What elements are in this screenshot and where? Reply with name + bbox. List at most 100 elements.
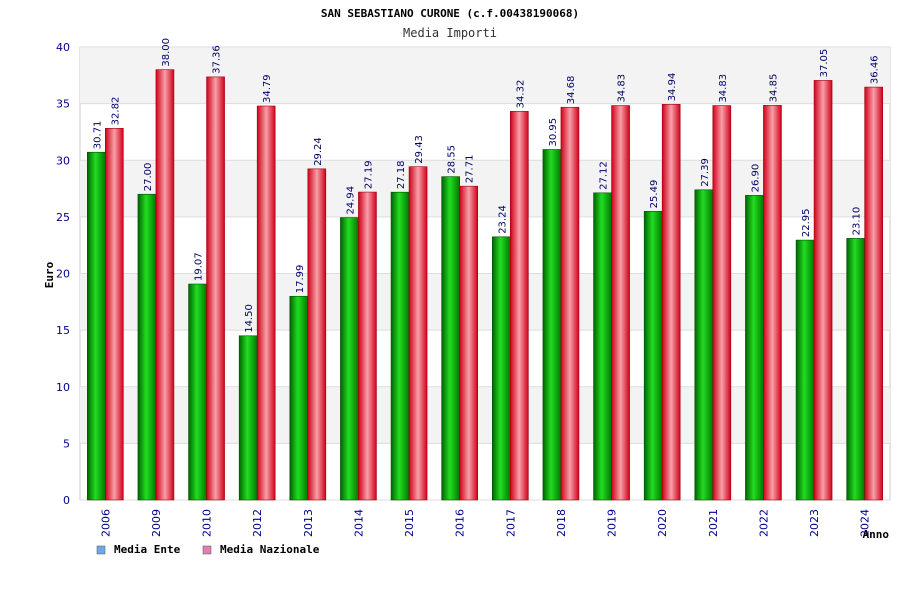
bar-value-label: 34.83: [617, 74, 628, 103]
bar-media-nazionale-2010: [206, 76, 225, 501]
bar-value-label: 23.10: [852, 207, 863, 236]
bar-value-label: 30.95: [548, 118, 559, 147]
bar-value-label: 25.49: [649, 180, 660, 209]
bar-media-ente-2017: [492, 236, 511, 501]
bar-media-nazionale-2018: [560, 106, 580, 501]
bar-media-ente-2016: [441, 176, 460, 501]
y-tick-label: 20: [56, 268, 70, 281]
bar-value-label: 27.12: [599, 161, 610, 190]
bar-value-label: 29.43: [414, 135, 425, 164]
y-tick-label: 5: [63, 437, 70, 450]
y-tick-label: 30: [56, 154, 70, 167]
bar-value-label: 34.32: [515, 80, 526, 109]
legend: Media Ente Media Nazionale: [96, 543, 320, 556]
y-tick-label: 15: [56, 324, 70, 337]
x-tick-label: 2022: [757, 509, 770, 537]
y-tick-label: 0: [63, 494, 70, 507]
x-axis: 2006 2009 2010 2012 2013 2014 2015 2016 2017 2018…: [99, 509, 871, 537]
bar-media-nazionale-2015: [408, 166, 428, 501]
bar-value-label: 24.94: [345, 186, 356, 215]
x-axis-label: Anno: [863, 528, 890, 541]
bar-media-ente-2010: [188, 283, 207, 501]
x-tick-label: 2015: [403, 509, 416, 537]
x-tick-label: 2021: [707, 509, 720, 537]
y-tick-label: 10: [56, 381, 70, 394]
x-tick-label: 2013: [302, 509, 315, 537]
bar-media-ente-2015: [390, 191, 410, 501]
bar-value-label: 27.71: [465, 155, 476, 184]
bar-value-label: 27.19: [363, 160, 374, 189]
bar-value-label: 19.07: [194, 252, 205, 281]
bar-media-nazionale-2024: [864, 86, 883, 501]
legend-label-media-nazionale: Media Nazionale: [220, 543, 320, 556]
bar-value-label: 27.00: [143, 163, 154, 192]
bar-value-label: 34.83: [718, 74, 729, 103]
bar-value-label: 34.94: [667, 73, 678, 102]
legend-swatch-media-ente: [96, 545, 106, 555]
x-tick-label: 2016: [454, 509, 467, 537]
bar-value-label: 38.00: [161, 38, 172, 67]
bar-media-nazionale-2016: [459, 185, 478, 501]
bars: 30.71 32.82 27.00 38.00 19.07 37.36 14.50 34.79…: [87, 38, 883, 501]
x-tick-label: 2017: [504, 509, 517, 537]
bar-value-label: 23.24: [497, 205, 508, 234]
bar-media-nazionale-2021: [712, 105, 732, 501]
bar-media-nazionale-2020: [661, 104, 681, 501]
bar-value-label: 17.99: [295, 265, 306, 294]
bar-media-nazionale-2017: [510, 111, 529, 501]
x-tick-label: 2023: [808, 509, 821, 537]
legend-swatch-media-nazionale: [202, 545, 212, 555]
legend-label-media-ente: Media Ente: [114, 543, 181, 556]
chart-subtitle: Media Importi: [403, 26, 497, 40]
bar-value-label: 22.95: [801, 208, 812, 237]
bar-media-ente-2018: [542, 149, 562, 501]
bar-media-nazionale-2012: [256, 105, 276, 501]
x-tick-label: 2006: [99, 509, 112, 537]
x-tick-label: 2012: [251, 509, 264, 537]
x-tick-label: 2019: [606, 509, 619, 537]
bar-media-nazionale-2006: [105, 128, 124, 501]
bar-media-ente-2006: [87, 151, 106, 501]
bar-media-ente-2024: [846, 238, 865, 501]
x-tick-label: 2018: [555, 509, 568, 537]
bar-value-label: 34.85: [768, 74, 779, 103]
bar-value-label: 36.46: [870, 55, 881, 84]
x-tick-label: 2020: [656, 509, 669, 537]
bar-value-label: 37.36: [212, 45, 223, 74]
bar-media-ente-2023: [795, 239, 815, 501]
y-tick-label: 40: [56, 41, 70, 54]
bar-value-label: 28.55: [447, 145, 458, 174]
bar-value-label: 34.68: [566, 76, 577, 105]
bar-media-nazionale-2019: [611, 105, 630, 501]
bar-value-label: 26.90: [750, 164, 761, 193]
bar-value-label: 30.71: [92, 121, 103, 150]
bar-media-ente-2019: [593, 192, 612, 501]
y-axis-label: Euro: [43, 261, 56, 288]
bar-media-ente-2014: [340, 217, 359, 501]
bar-media-nazionale-2014: [358, 191, 377, 501]
x-tick-label: 2024: [859, 509, 872, 537]
bar-value-label: 27.39: [700, 158, 711, 187]
bar-media-nazionale-2022: [763, 105, 782, 501]
bar-value-label: 14.50: [244, 304, 255, 333]
bar-media-ente-2021: [694, 189, 714, 501]
bar-media-ente-2020: [643, 211, 663, 501]
x-tick-label: 2009: [150, 509, 163, 537]
bar-media-ente-2022: [745, 195, 764, 501]
bar-media-ente-2013: [289, 295, 309, 501]
bar-value-label: 37.05: [819, 49, 830, 78]
y-tick-label: 35: [56, 98, 70, 111]
x-tick-label: 2010: [201, 509, 214, 537]
bar-value-label: 27.18: [396, 161, 407, 190]
y-axis: 0 5 10 15 20 25 30 35 40: [56, 41, 70, 507]
chart-title: SAN SEBASTIANO CURONE (c.f.00438190068): [321, 7, 579, 20]
bar-value-label: 34.79: [262, 74, 273, 103]
bar-media-ente-2009: [137, 193, 157, 501]
bar-value-label: 32.82: [110, 97, 121, 126]
bar-value-label: 29.24: [313, 137, 324, 166]
bar-media-ente-2012: [238, 335, 258, 501]
bar-media-nazionale-2009: [155, 69, 175, 501]
bar-media-nazionale-2023: [813, 80, 833, 501]
x-tick-label: 2014: [352, 509, 365, 537]
